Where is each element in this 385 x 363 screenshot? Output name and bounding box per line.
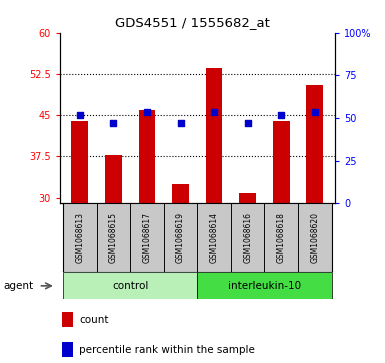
Bar bbox=[72, 121, 88, 203]
Point bbox=[312, 110, 318, 115]
Text: interleukin-10: interleukin-10 bbox=[228, 281, 301, 291]
Text: GSM1068613: GSM1068613 bbox=[75, 212, 84, 263]
Text: GSM1068617: GSM1068617 bbox=[142, 212, 151, 263]
Bar bbox=[231, 203, 264, 272]
Point bbox=[177, 121, 184, 126]
Text: GSM1068619: GSM1068619 bbox=[176, 212, 185, 263]
Bar bbox=[63, 272, 197, 299]
Bar bbox=[139, 110, 156, 203]
Bar bbox=[63, 203, 97, 272]
Bar bbox=[206, 69, 223, 203]
Text: GSM1068615: GSM1068615 bbox=[109, 212, 118, 263]
Bar bbox=[306, 85, 323, 203]
Point bbox=[278, 112, 284, 118]
Bar bbox=[298, 203, 331, 272]
Text: percentile rank within the sample: percentile rank within the sample bbox=[79, 344, 255, 355]
Point bbox=[244, 121, 251, 126]
Bar bbox=[164, 203, 197, 272]
Bar bbox=[62, 312, 74, 327]
Text: GSM1068618: GSM1068618 bbox=[277, 212, 286, 263]
Bar bbox=[62, 342, 74, 357]
Bar bbox=[239, 193, 256, 203]
Text: GSM1068614: GSM1068614 bbox=[209, 212, 219, 263]
Point bbox=[77, 112, 83, 118]
Bar bbox=[97, 203, 130, 272]
Text: count: count bbox=[79, 315, 109, 325]
Point bbox=[110, 121, 117, 126]
Bar bbox=[273, 121, 290, 203]
Bar bbox=[197, 203, 231, 272]
Bar bbox=[130, 203, 164, 272]
Bar bbox=[264, 203, 298, 272]
Bar bbox=[197, 272, 331, 299]
Text: GSM1068616: GSM1068616 bbox=[243, 212, 252, 263]
Text: GSM1068620: GSM1068620 bbox=[310, 212, 319, 263]
Point bbox=[211, 110, 217, 115]
Text: GDS4551 / 1555682_at: GDS4551 / 1555682_at bbox=[115, 16, 270, 29]
Text: agent: agent bbox=[4, 281, 34, 291]
Bar bbox=[105, 155, 122, 203]
Bar bbox=[172, 184, 189, 203]
Text: control: control bbox=[112, 281, 148, 291]
Point bbox=[144, 110, 150, 115]
